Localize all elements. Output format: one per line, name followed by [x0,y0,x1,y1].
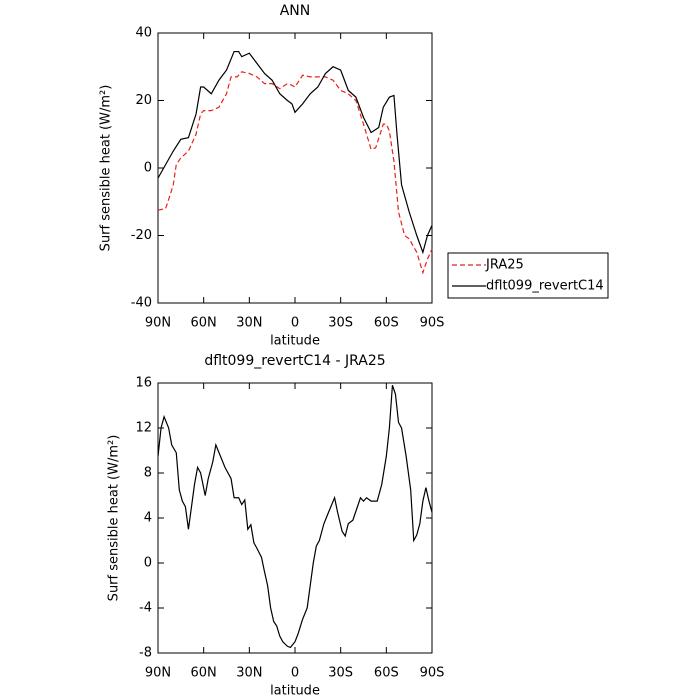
x-tick-label: 30N [236,666,262,681]
y-tick-label: -4 [139,601,152,616]
y-tick-label: 16 [135,376,152,391]
y-tick-label: 8 [144,466,152,481]
chart-title: ANN [280,3,311,19]
chart-title: dflt099_revertC14 - JRA25 [204,353,385,369]
legend-box [447,252,609,299]
y-tick-label: 4 [144,511,152,526]
plot-frame [157,32,433,304]
legend-label: dflt099_revertC14 [486,279,604,294]
y-tick-label: 0 [144,556,152,571]
x-tick-label: 0 [291,666,299,681]
plot-frame [157,382,433,654]
x-tick-label: 90N [145,316,171,331]
legend-label: JRA25 [485,258,524,273]
x-axis-label: latitude [270,684,320,699]
x-tick-label: 60N [191,666,217,681]
x-tick-label: 90N [145,666,171,681]
y-tick-label: 0 [144,161,152,176]
y-tick-label: 20 [135,93,152,108]
x-tick-label: 60N [191,316,217,331]
y-tick-label: 12 [135,421,152,436]
y-tick-label: -8 [139,646,152,661]
data-line [157,71,433,275]
x-tick-label: 30S [328,316,353,331]
x-tick-label: 90S [420,666,445,681]
x-tick-label: 60S [374,316,399,331]
data-line [157,385,433,649]
x-tick-label: 30N [236,316,262,331]
y-tick-label: 40 [135,26,152,41]
data-line [157,50,433,255]
x-tick-label: 0 [291,316,299,331]
y-axis-label: Surf sensible heat (W/m²) [107,435,122,602]
x-tick-label: 30S [328,666,353,681]
y-axis-label: Surf sensible heat (W/m²) [99,85,114,252]
x-tick-label: 90S [420,316,445,331]
y-tick-label: -20 [131,228,152,243]
x-tick-label: 60S [374,666,399,681]
y-tick-label: -40 [131,296,152,311]
x-axis-label: latitude [270,334,320,349]
